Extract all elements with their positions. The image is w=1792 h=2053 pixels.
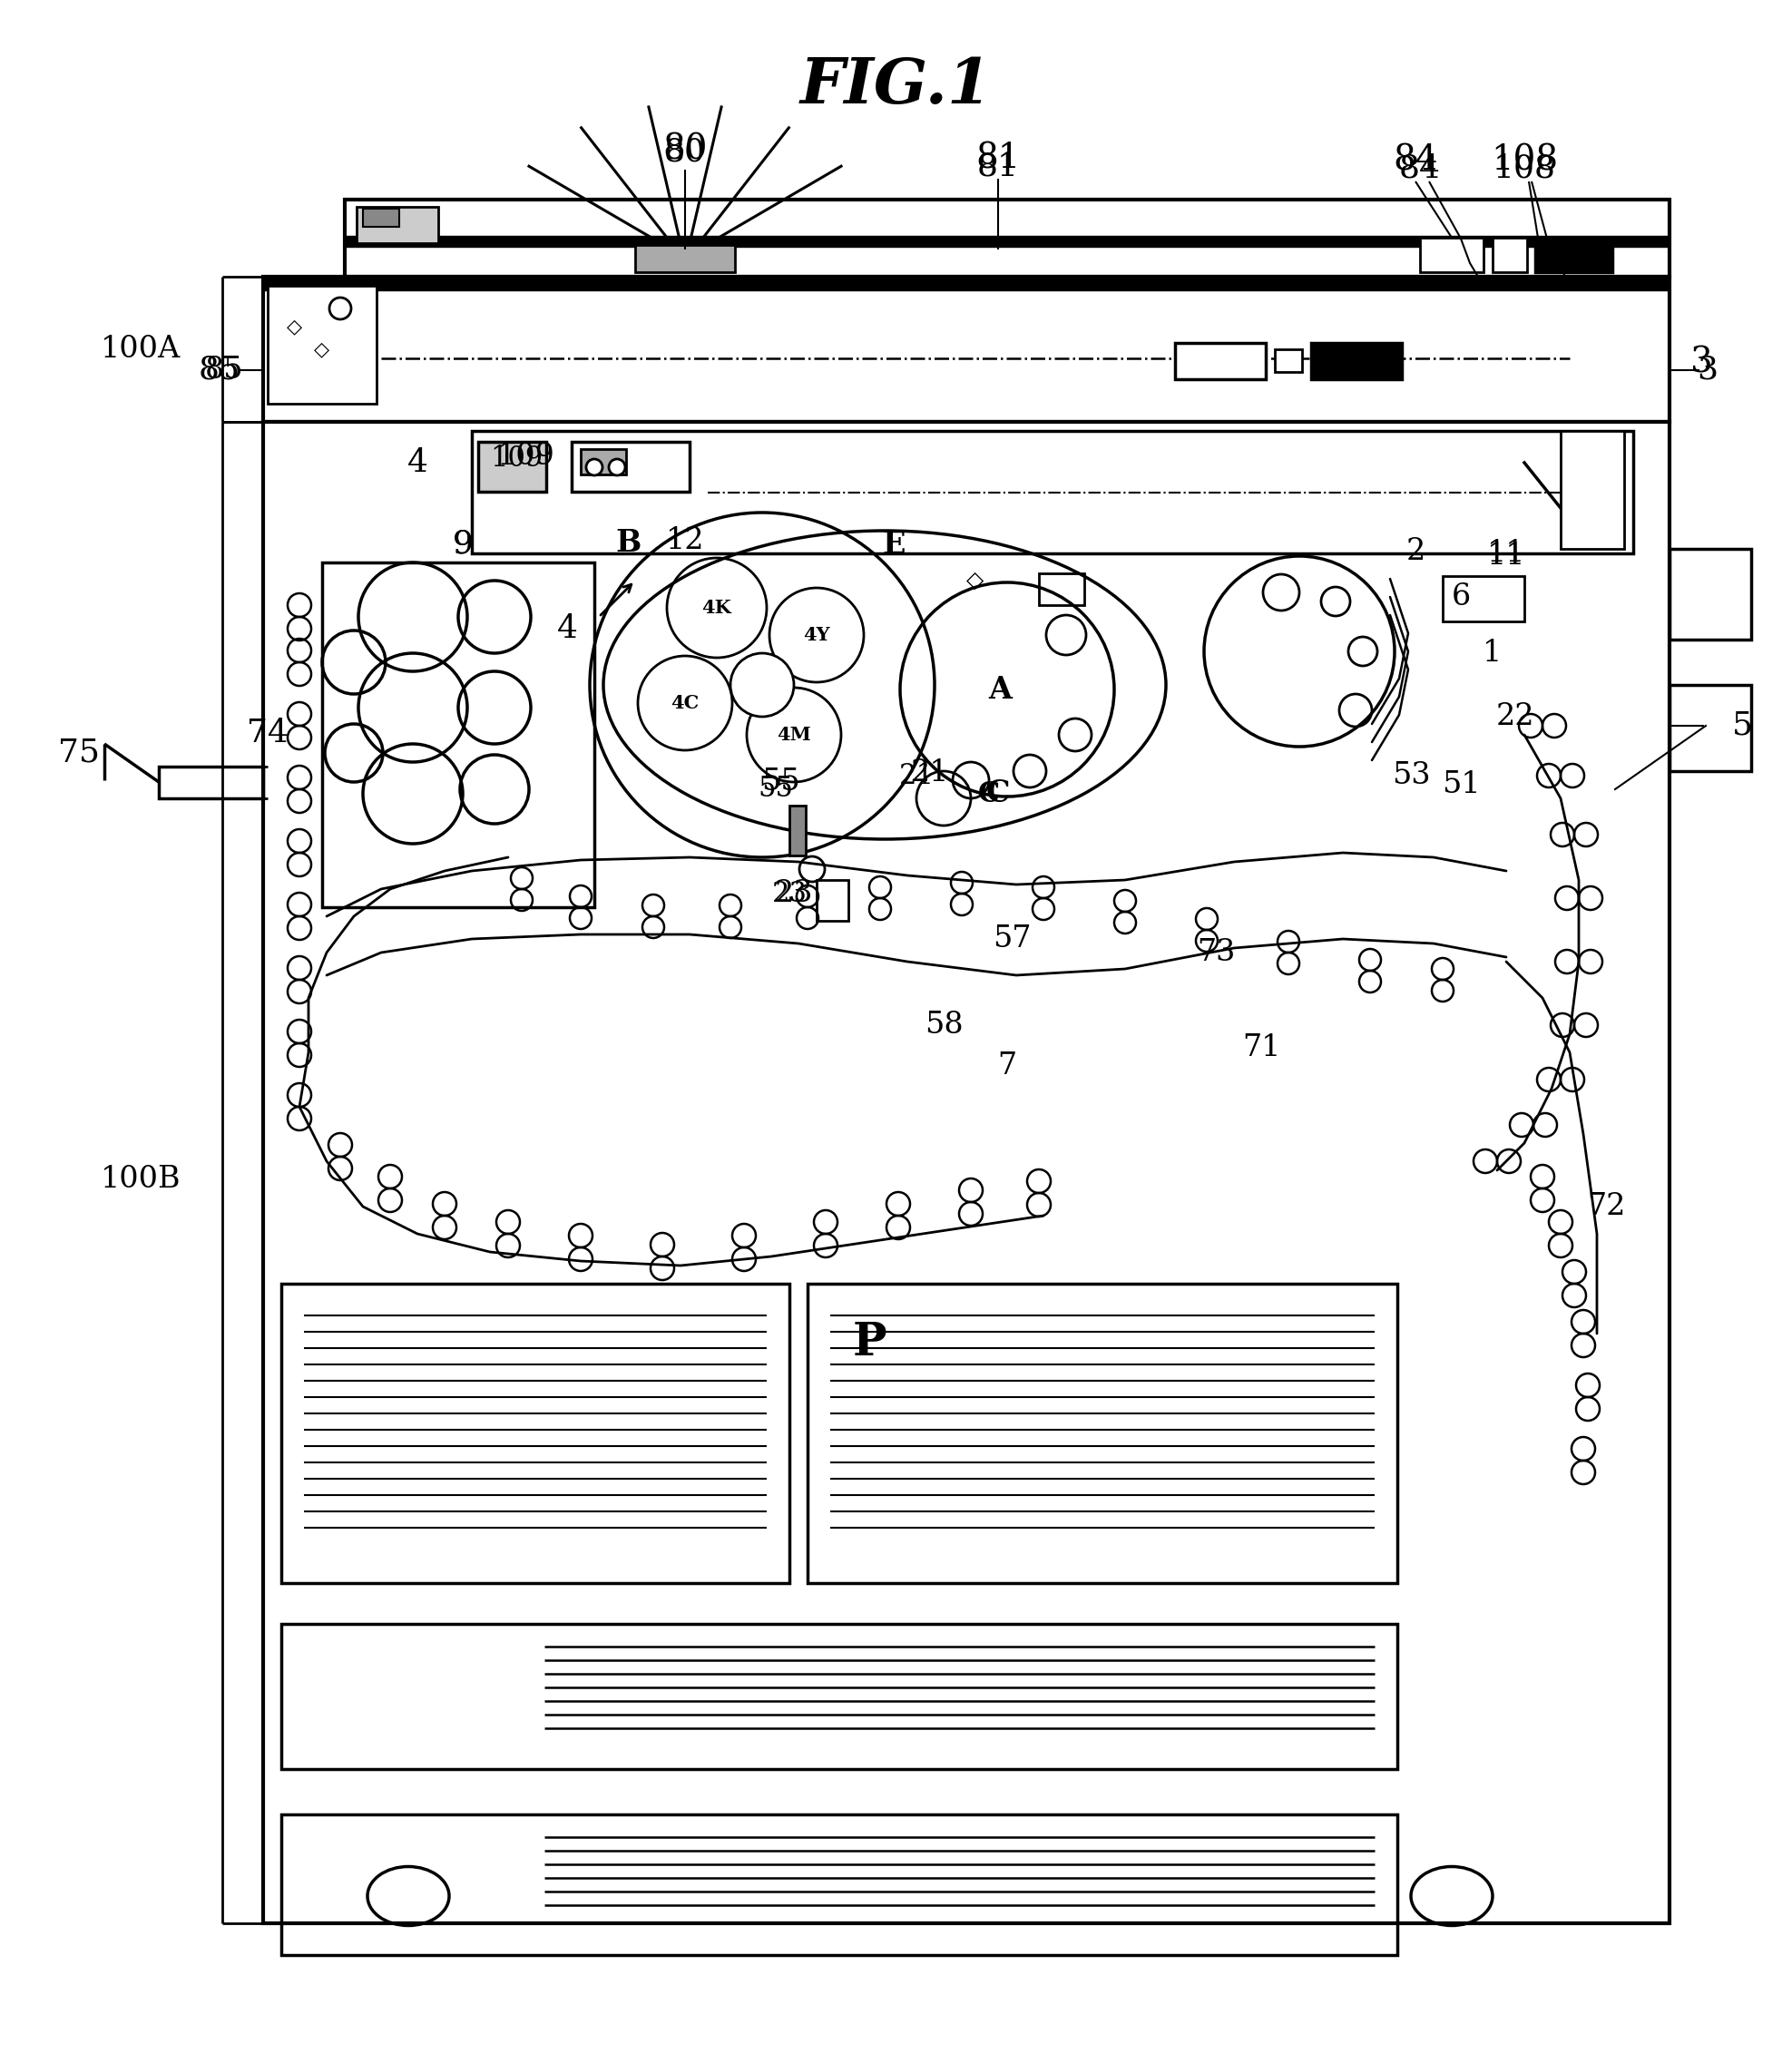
Bar [1312,343,1401,380]
Bar [1670,686,1751,772]
Text: 4C: 4C [670,694,699,712]
Circle shape [731,653,794,716]
Text: 58: 58 [925,1010,962,1039]
Bar [1274,349,1303,372]
Bar [471,431,1633,554]
Bar [1443,577,1525,622]
Bar [1419,238,1484,273]
Text: 11: 11 [1487,542,1525,571]
Text: 3: 3 [1690,347,1713,380]
Bar [808,1283,1398,1583]
Text: C: C [986,778,1011,809]
Text: ◇: ◇ [287,316,303,337]
Circle shape [667,558,767,657]
Text: ◇: ◇ [314,339,330,359]
Bar [159,766,263,799]
Bar [572,441,690,493]
Text: 4: 4 [407,448,428,478]
Text: 55: 55 [762,768,799,797]
Text: 6: 6 [1452,583,1471,612]
Bar [1176,343,1265,380]
Text: 23: 23 [774,879,814,907]
Text: 5: 5 [1731,710,1753,741]
Bar [267,285,376,404]
Text: 72: 72 [1586,1193,1625,1222]
Bar [344,199,1670,277]
Text: 73: 73 [1197,938,1235,967]
Text: P: P [853,1320,887,1365]
Text: 23: 23 [772,879,806,907]
Text: 85: 85 [199,355,240,386]
Text: 108: 108 [1491,144,1557,177]
Circle shape [769,587,864,682]
Bar [357,207,439,242]
Bar [263,277,1670,289]
Bar [1493,238,1527,273]
Bar [281,1815,1398,1954]
Bar [281,1624,1398,1770]
Bar [323,563,595,907]
Text: 84: 84 [1392,144,1437,177]
Bar [263,421,1670,1924]
Text: FIG.1: FIG.1 [799,55,991,117]
Text: 9: 9 [452,530,473,560]
Text: 4: 4 [557,614,577,645]
Bar [1536,238,1613,273]
Text: 57: 57 [993,924,1030,953]
Text: 80: 80 [665,135,706,166]
Bar [1039,573,1084,606]
Text: 2: 2 [1405,538,1425,567]
Text: 81: 81 [977,150,1020,181]
Text: 3: 3 [1697,355,1719,386]
Text: 9: 9 [452,530,473,560]
Text: 100A: 100A [100,335,181,363]
Text: 108: 108 [1493,152,1555,183]
Circle shape [638,655,733,749]
Text: 80: 80 [663,133,708,166]
Text: 11: 11 [1487,538,1525,569]
Text: B: B [616,528,642,558]
Bar [790,805,806,856]
Bar [817,881,848,922]
Bar [1670,548,1751,641]
Text: E: E [882,530,905,558]
Text: ◇: ◇ [966,571,984,591]
Text: 4K: 4K [702,599,731,616]
Text: 74: 74 [247,719,289,749]
Text: 85: 85 [204,355,244,384]
Text: 22: 22 [1496,702,1534,731]
Text: 109: 109 [496,441,556,470]
Bar [364,209,400,226]
Bar [344,236,1670,246]
Text: 21: 21 [900,762,934,790]
Circle shape [586,460,602,476]
Text: 4M: 4M [776,727,812,743]
Text: 1: 1 [1484,638,1502,667]
Text: 21: 21 [910,758,950,788]
Text: 81: 81 [975,142,1020,177]
Bar [1561,431,1624,548]
Bar [281,1283,790,1583]
Circle shape [609,460,625,476]
Text: 7: 7 [998,1051,1016,1080]
Text: 71: 71 [1242,1033,1281,1061]
Text: 100B: 100B [100,1164,181,1195]
Text: C: C [978,780,1000,809]
Text: 51: 51 [1441,770,1480,799]
Circle shape [747,688,840,782]
Bar [581,450,625,474]
Bar [478,441,547,493]
Text: 55: 55 [758,776,794,803]
Bar [634,244,735,273]
Text: 53: 53 [1392,762,1430,790]
Text: A: A [987,675,1012,704]
Bar [263,277,1670,421]
Text: 84: 84 [1400,152,1441,183]
Text: 75: 75 [57,737,100,768]
Text: 4Y: 4Y [803,626,830,645]
Text: 109: 109 [489,443,543,472]
Text: 12: 12 [667,526,704,554]
